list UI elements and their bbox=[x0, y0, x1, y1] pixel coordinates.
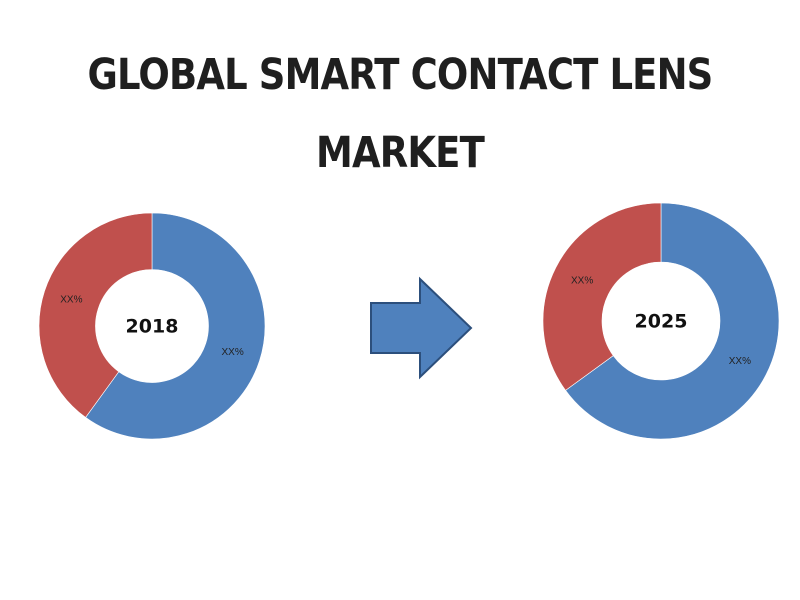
donut-0-center-year: 2018 bbox=[126, 316, 179, 338]
donut-1-slice-0 bbox=[565, 202, 780, 440]
right-arrow-icon bbox=[370, 276, 473, 380]
donut-0-slice-0 bbox=[85, 212, 266, 440]
arrow-shape bbox=[370, 276, 473, 380]
donut-0-slice-1-label: XX% bbox=[60, 294, 82, 305]
donut-0-slice-1 bbox=[38, 212, 153, 418]
donut-1-slice-0-label: XX% bbox=[729, 356, 751, 367]
donut-0-slice-0-label: XX% bbox=[221, 347, 243, 358]
chart-title-line-1: GLOBAL SMART CONTACT LENS bbox=[87, 50, 714, 100]
donut-1-slice-1 bbox=[542, 202, 662, 391]
chart-title-line-2: MARKET bbox=[316, 128, 485, 178]
donut-1-center-year: 2025 bbox=[635, 311, 688, 333]
donut-chart-2018: XX% XX% 2018 bbox=[38, 212, 266, 440]
donut-chart-2025: XX% XX% 2025 bbox=[542, 202, 780, 440]
donut-1-slice-1-label: XX% bbox=[571, 275, 593, 286]
